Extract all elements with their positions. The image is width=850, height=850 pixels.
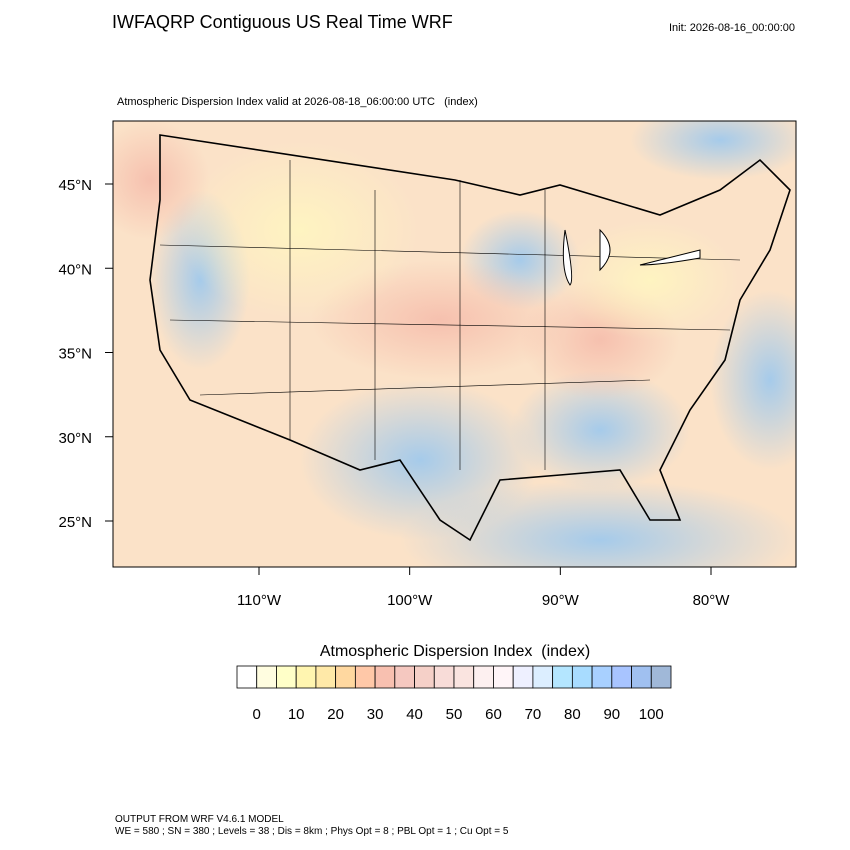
colorbar-box	[315, 665, 337, 689]
colorbar-tick-label: 40	[406, 706, 423, 723]
lat-tick-label: 40°N	[58, 261, 92, 278]
colorbar-box	[295, 665, 317, 689]
colorbar-box	[493, 665, 514, 689]
lat-tick-label: 45°N	[58, 177, 92, 194]
init-time: Init: 2026-08-16_00:00:00	[669, 22, 795, 34]
colorbar-tick-label: 30	[367, 706, 384, 723]
lat-tick-label: 25°N	[58, 514, 92, 531]
colorbar-box	[276, 665, 297, 689]
footer-line: OUTPUT FROM WRF V4.6.1 MODEL	[115, 814, 284, 825]
colorbar-box	[354, 665, 376, 689]
title: IWFAQRP Contiguous US Real Time WRF	[112, 12, 453, 32]
colorbar-tick-label: 0	[253, 706, 261, 723]
colorbar-box	[394, 665, 415, 689]
colorbar-box	[611, 665, 632, 689]
colorbar-box	[453, 665, 475, 689]
lon-tick-label: 100°W	[387, 592, 433, 609]
lat-tick-label: 30°N	[58, 430, 92, 447]
colorbar-box	[335, 665, 356, 689]
colorbar-box	[631, 665, 652, 689]
colorbar-box	[571, 665, 593, 689]
footer-line: WE = 580 ; SN = 380 ; Levels = 38 ; Dis …	[115, 826, 509, 837]
colorbar-box	[552, 665, 573, 689]
colorbar-box	[433, 665, 455, 689]
colorbar-box	[374, 665, 396, 689]
colorbar-tick-label: 80	[564, 706, 581, 723]
lon-tick-label: 110°W	[237, 592, 282, 609]
colorbar-box	[650, 665, 672, 689]
colorbar-tick-label: 70	[525, 706, 542, 723]
map-frame	[112, 120, 797, 568]
colorbar-tick-label: 20	[327, 706, 344, 723]
colorbar-box	[414, 665, 435, 689]
colorbar-tick-label: 90	[603, 706, 620, 723]
colorbar-tick-label: 60	[485, 706, 502, 723]
map-field	[113, 121, 796, 567]
lat-tick-label: 35°N	[58, 346, 92, 363]
lon-tick-label: 80°W	[693, 592, 731, 609]
colorbar-tick-label: 10	[288, 706, 305, 723]
colorbar-box	[473, 665, 494, 689]
colorbar-tick-label: 100	[639, 706, 664, 723]
lon-tick-label: 90°W	[542, 592, 580, 609]
map-subtitle: Atmospheric Dispersion Index valid at 20…	[117, 96, 478, 108]
colorbar-box	[512, 665, 534, 689]
colorbar-tick-label: 50	[446, 706, 463, 723]
colorbar-title: Atmospheric Dispersion Index (index)	[320, 643, 590, 660]
colorbar-box	[236, 665, 258, 689]
colorbar-box	[591, 665, 613, 689]
colorbar-box	[256, 665, 277, 689]
colorbar-box	[532, 665, 554, 689]
